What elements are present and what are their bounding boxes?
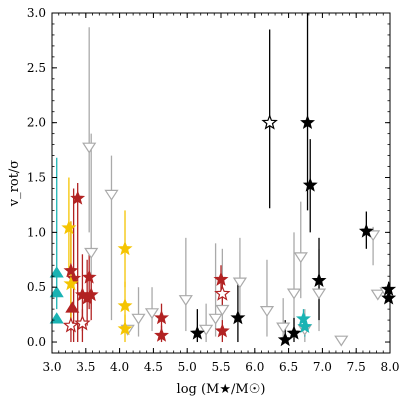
plot-frame [51,12,391,354]
data-point [232,277,248,289]
data-point [63,262,79,278]
data-point [63,276,79,291]
data-point [276,322,291,334]
data-point [117,297,133,313]
x-tick-label: 5.5 [211,360,230,374]
x-tick-label: 6.0 [245,360,264,374]
data-point [213,271,229,286]
data-point [70,190,86,205]
data-point [198,324,214,336]
data-point [131,313,146,325]
data-point [117,240,133,256]
data-point [214,323,230,338]
data-point [334,335,349,347]
data-point [82,142,97,154]
x-tick-label: 4.0 [110,360,129,374]
data-point [144,308,160,320]
data-point [62,316,80,333]
data-point [84,247,99,259]
y-tick-label: 2.0 [27,116,46,130]
x-axis-label: log (M★/M☉) [177,382,266,397]
data-point [74,314,91,331]
data-point [370,289,385,301]
error-bars [56,13,390,343]
tick-labels: 3.0 3.5 4.0 4.5 5.0 5.5 6.0 6.5 7.0 7.5 8.0 0.0 0.5 1… [27,6,400,374]
x-tick-label: 3.0 [42,360,61,374]
data-markers [49,114,397,347]
data-point [286,288,302,300]
data-point [311,272,327,287]
data-point [83,287,99,302]
axis-ticks [51,12,391,354]
data-point [311,288,327,300]
y-tick-label: 1.0 [27,225,46,239]
data-point [286,325,302,340]
data-point [297,318,313,333]
x-tick-label: 3.5 [76,360,95,374]
data-point [49,312,64,324]
data-point [49,285,64,298]
data-point [358,223,374,238]
x-tick-label: 5.0 [178,360,197,374]
data-point [49,266,64,278]
x-tick-label: 4.5 [144,360,163,374]
data-point [302,177,318,192]
x-tick-label: 7.0 [313,360,332,374]
data-point [117,321,133,336]
data-point [178,295,193,307]
data-point [154,327,169,342]
data-point [81,269,97,284]
y-tick-label: 2.5 [27,61,46,75]
data-point [293,252,308,264]
data-point [154,310,170,325]
y-axis-label: v_rot/σ [7,160,22,207]
data-point [295,311,311,326]
data-point [259,306,275,318]
data-point [381,290,397,305]
data-point [65,301,80,313]
data-point [300,114,316,129]
y-tick-label: 1.5 [27,171,46,185]
y-tick-label: 0.0 [27,335,46,349]
y-tick-label: 3.0 [27,6,46,20]
data-point [230,310,246,325]
x-tick-label: 7.5 [347,360,366,374]
x-tick-label: 8.0 [380,360,399,374]
y-tick-label: 0.5 [27,280,46,294]
data-point [215,304,230,316]
data-point [104,189,119,201]
data-point [189,325,205,340]
x-tick-label: 6.5 [279,360,298,374]
data-point [208,313,223,325]
data-point [61,220,77,235]
data-point [214,285,231,301]
data-point [261,114,278,130]
